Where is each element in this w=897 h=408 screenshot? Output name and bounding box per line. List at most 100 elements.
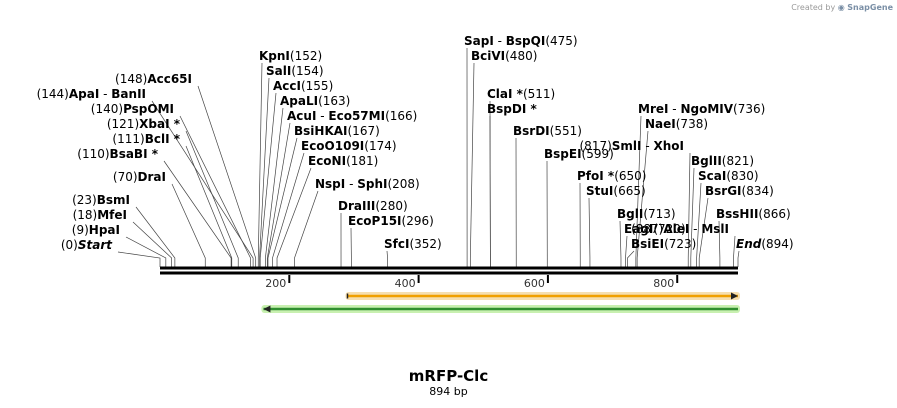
enzyme-pos-label: (110) bbox=[77, 147, 109, 161]
plasmid-length: 894 bp bbox=[429, 385, 468, 398]
enzyme-pos-label: (551) bbox=[550, 124, 582, 138]
ruler-tick-label: 200 bbox=[265, 277, 286, 290]
enzyme-name: XbaI * bbox=[139, 117, 181, 131]
enzyme-label: MreI - NgoMIV(736) bbox=[638, 102, 765, 116]
enzyme-pos-label: (713) bbox=[643, 207, 675, 221]
enzyme-label-text: KpnI(152) bbox=[259, 49, 322, 63]
enzyme-label-text: (140)PspOMI bbox=[91, 102, 174, 116]
enzyme-pos-label: (480) bbox=[505, 49, 537, 63]
name-separator: - bbox=[99, 87, 111, 101]
orange-feature-arrowhead bbox=[731, 292, 738, 300]
leader-line bbox=[733, 235, 736, 267]
enzyme-name2: BanII bbox=[111, 87, 146, 101]
enzyme-name: MreI bbox=[638, 102, 668, 116]
enzyme-pos-label: (650) bbox=[614, 169, 646, 183]
leader-line bbox=[276, 167, 312, 267]
enzyme-label: BsrGI(834) bbox=[705, 184, 774, 198]
enzyme-name: BssHII bbox=[716, 207, 758, 221]
ruler-tick-label: 600 bbox=[524, 277, 545, 290]
enzyme-label-text: (0)Start bbox=[61, 238, 113, 252]
enzyme-pos-label: (866) bbox=[758, 207, 790, 221]
enzyme-name: BsaBI * bbox=[110, 147, 159, 161]
leader-line bbox=[636, 130, 649, 267]
enzyme-name2: BspQI bbox=[506, 34, 546, 48]
enzyme-label: BssHII(866) bbox=[716, 207, 791, 221]
enzyme-label-text: BspEI(599) bbox=[544, 147, 614, 161]
enzyme-name: StuI bbox=[586, 184, 613, 198]
enzyme-name: EcoO109I bbox=[301, 139, 364, 153]
enzyme-pos-label: (830) bbox=[726, 169, 758, 183]
enzyme-label: (23)BsmI bbox=[72, 193, 130, 207]
enzyme-label: (0)Start bbox=[61, 238, 113, 252]
leader-line bbox=[718, 220, 721, 267]
enzyme-label-text: BsiEI(723) bbox=[631, 237, 696, 251]
enzyme-pos-label: (736) bbox=[733, 102, 765, 116]
leader-line bbox=[163, 160, 232, 267]
enzyme-name: BciVI bbox=[471, 49, 505, 63]
enzyme-name: ClaI * bbox=[487, 87, 524, 101]
enzyme-name: MfeI bbox=[97, 208, 127, 222]
enzyme-label: (121)XbaI * bbox=[107, 117, 181, 131]
enzyme-name: DraIII bbox=[338, 199, 375, 213]
leader-line bbox=[135, 206, 176, 267]
created-by-credit: Created by ◉ SnapGene bbox=[791, 3, 893, 12]
enzyme-label-text: (148)Acc65I bbox=[115, 72, 192, 86]
leader-line bbox=[619, 220, 622, 267]
enzyme-label: NaeI(738) bbox=[645, 117, 708, 131]
enzyme-label: (110)BsaBI * bbox=[77, 147, 158, 161]
enzyme-label-text: SfcI(352) bbox=[384, 237, 442, 251]
enzyme-name: Start bbox=[78, 238, 113, 252]
enzyme-label: BsiEI(723) bbox=[631, 237, 696, 251]
snapgene-logo-icon: ◉ bbox=[837, 3, 845, 12]
enzyme-pos-label: (738) bbox=[676, 117, 708, 131]
enzyme-name: PspOMI bbox=[123, 102, 174, 116]
enzyme-pos-label: (121) bbox=[107, 117, 139, 131]
enzyme-label: BglI(713) bbox=[617, 207, 676, 221]
leader-line bbox=[687, 152, 691, 267]
enzyme-label: ApaLI(163) bbox=[280, 94, 350, 108]
enzyme-label: BspEI(599) bbox=[544, 147, 614, 161]
enzyme-label: BsrDI(551) bbox=[513, 124, 582, 138]
enzyme-name: BsrDI bbox=[513, 124, 550, 138]
leader-line bbox=[132, 221, 172, 267]
enzyme-pos-label: (9) bbox=[72, 223, 89, 237]
enzyme-label: DraIII(280) bbox=[338, 199, 408, 213]
enzyme-label-text: ApaLI(163) bbox=[280, 94, 350, 108]
enzyme-label: SapI - BspQI(475) bbox=[464, 34, 578, 48]
enzyme-label: (70)DraI bbox=[113, 170, 166, 184]
enzyme-label-text: (817)SmlI - XhoI bbox=[580, 139, 685, 153]
enzyme-labels: (0)Start(9)HpaI(18)MfeI(23)BsmI (70)DraI (… bbox=[37, 34, 794, 252]
enzyme-label: EagI(720) bbox=[624, 222, 686, 236]
enzyme-label-text: (111)BclI * bbox=[112, 132, 180, 146]
enzyme-label: (148)Acc65I bbox=[115, 72, 192, 86]
enzyme-name: SmlI bbox=[612, 139, 642, 153]
enzyme-pos-label: (140) bbox=[91, 102, 123, 116]
enzyme-label-text: (70)DraI bbox=[113, 170, 166, 184]
enzyme-label-text: End(894) bbox=[736, 237, 794, 251]
ruler-ticks: 200 400 600 800 bbox=[265, 275, 679, 290]
enzyme-pos-label: (166) bbox=[385, 109, 417, 123]
leader-line bbox=[698, 197, 709, 267]
enzyme-name2: SphI bbox=[357, 177, 387, 191]
enzyme-label: (18)MfeI bbox=[73, 208, 127, 222]
enzyme-pos-label: (181) bbox=[346, 154, 378, 168]
enzyme-label: BsiHKAI(167) bbox=[294, 124, 380, 138]
enzyme-label: ScaI(830) bbox=[698, 169, 759, 183]
enzyme-label-text: EagI(720) bbox=[624, 222, 686, 236]
enzyme-label-text: PfoI *(650) bbox=[577, 169, 646, 183]
enzyme-label-text: BsiHKAI(167) bbox=[294, 124, 380, 138]
leader-line bbox=[386, 250, 388, 267]
enzyme-pos-label: (174) bbox=[364, 139, 396, 153]
leader-line bbox=[185, 130, 239, 267]
enzyme-name: DraI bbox=[138, 170, 166, 184]
name-separator: - bbox=[668, 102, 680, 116]
enzyme-pos-label: (111) bbox=[112, 132, 144, 146]
features-track bbox=[261, 292, 740, 313]
leader-line bbox=[627, 250, 635, 267]
enzyme-label-text: BsrDI(551) bbox=[513, 124, 582, 138]
enzyme-name2: Eco57MI bbox=[328, 109, 385, 123]
enzyme-pos-label: (296) bbox=[402, 214, 434, 228]
enzyme-label-text: (9)HpaI bbox=[72, 223, 120, 237]
leader-line bbox=[197, 85, 257, 267]
